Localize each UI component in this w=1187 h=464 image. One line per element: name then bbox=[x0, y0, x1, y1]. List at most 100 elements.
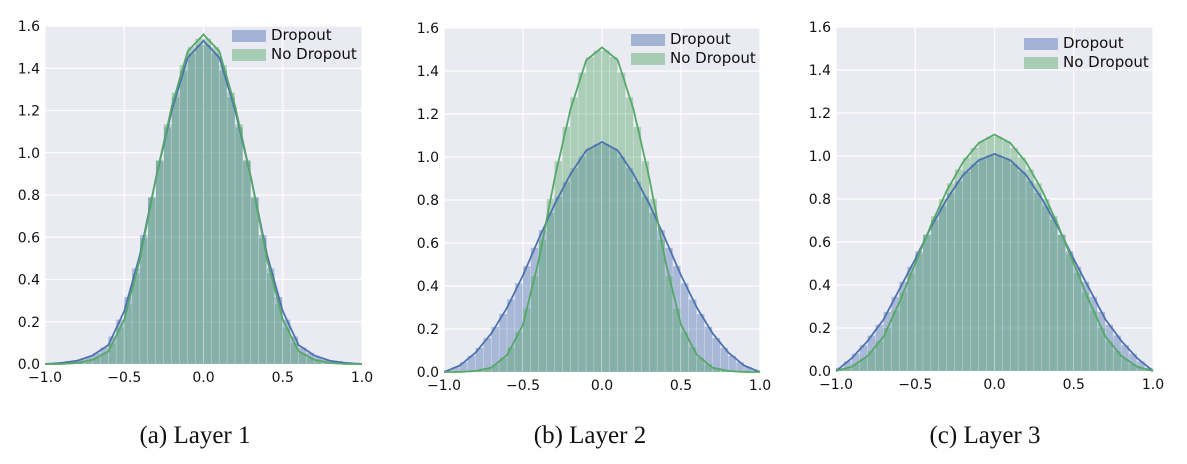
histogram-bar bbox=[562, 181, 570, 372]
legend-swatch-no-dropout bbox=[1024, 56, 1058, 69]
histogram-bar bbox=[451, 367, 460, 372]
y-tick-label: 1.0 bbox=[18, 146, 40, 162]
histogram-bar bbox=[491, 364, 499, 372]
histogram-bar bbox=[586, 57, 594, 373]
histogram-bar bbox=[475, 347, 484, 372]
histogram-bar bbox=[116, 319, 124, 364]
histogram-bar bbox=[562, 126, 570, 373]
histogram-bar bbox=[720, 370, 728, 372]
x-tick-label: −1.0 bbox=[819, 377, 853, 393]
histogram-bar bbox=[554, 196, 563, 372]
histogram-bar bbox=[875, 324, 884, 371]
histogram-dropout bbox=[836, 155, 1153, 371]
histogram-bar bbox=[282, 327, 291, 364]
histogram-bar bbox=[986, 155, 995, 371]
histogram-bar bbox=[274, 296, 283, 364]
histogram-bar bbox=[140, 238, 148, 364]
histogram-bar bbox=[657, 239, 665, 372]
chart-caption-a: (a) Layer 1 bbox=[139, 422, 251, 449]
y-tick-label: 0.4 bbox=[18, 273, 40, 289]
histogram-bar bbox=[594, 50, 602, 372]
chart-svg-a: 0.0 0.2 0.4 0.6 0.8 1.0 1.2 1.4 1.6 −1.0 −0.5 0.0 0.… bbox=[18, 19, 373, 386]
histogram-bar bbox=[1129, 353, 1137, 371]
histogram-bar bbox=[195, 45, 204, 364]
histogram-bar bbox=[602, 144, 610, 372]
kde-line-no-dropout bbox=[835, 133, 1154, 372]
y-tick-label: 1.2 bbox=[18, 104, 40, 120]
histogram-bar bbox=[298, 353, 307, 364]
y-tick-label: 1.0 bbox=[417, 150, 439, 166]
histogram-bar bbox=[617, 156, 626, 372]
histogram-bar bbox=[227, 97, 235, 364]
legend-swatch-no-dropout bbox=[631, 52, 665, 65]
y-tick-label: 1.6 bbox=[809, 20, 831, 36]
legend-item-no-dropout: No Dropout bbox=[1024, 53, 1149, 72]
histogram-bar bbox=[1121, 358, 1129, 371]
histogram-bar bbox=[1113, 351, 1121, 371]
histogram-bar bbox=[1081, 292, 1090, 371]
histogram-bar bbox=[84, 360, 93, 364]
kde-line-dropout bbox=[443, 140, 761, 373]
histogram-bar bbox=[290, 343, 299, 364]
legend-label-no-dropout: No Dropout bbox=[271, 45, 357, 63]
histogram-bar bbox=[298, 347, 307, 364]
histogram-bar bbox=[1057, 234, 1066, 371]
legend-label-no-dropout: No Dropout bbox=[1063, 53, 1149, 71]
histogram-bar bbox=[851, 353, 860, 371]
histogram-bar bbox=[633, 126, 642, 373]
histogram-bar bbox=[1097, 328, 1106, 371]
histogram-bar bbox=[108, 336, 116, 364]
histogram-bar bbox=[1065, 253, 1074, 371]
histogram-bar bbox=[1026, 181, 1034, 371]
histogram-bar bbox=[570, 97, 578, 373]
histogram-bar bbox=[179, 65, 188, 365]
histogram-dropout bbox=[45, 45, 362, 365]
histogram-bar bbox=[1065, 251, 1074, 371]
y-tick-label: 0.4 bbox=[809, 278, 831, 294]
y-tick-label: 1.6 bbox=[417, 21, 439, 37]
histogram-bar bbox=[507, 347, 515, 372]
histogram-bar bbox=[939, 199, 947, 371]
histogram-bar bbox=[625, 168, 634, 372]
y-tick-label: 1.4 bbox=[417, 64, 439, 80]
histogram-bar bbox=[867, 335, 876, 371]
legend-label-dropout: Dropout bbox=[271, 26, 332, 44]
y-tick-label: 1.6 bbox=[18, 19, 40, 35]
histogram-bar bbox=[978, 158, 987, 371]
histogram-bar bbox=[946, 183, 955, 371]
histogram-bar bbox=[467, 355, 476, 372]
histogram-bar bbox=[625, 97, 634, 373]
histogram-bar bbox=[203, 38, 212, 365]
x-tick-label: −1.0 bbox=[28, 370, 62, 386]
histogram-bar bbox=[546, 198, 555, 372]
histogram-bar bbox=[483, 338, 491, 372]
histogram-bar bbox=[251, 198, 259, 364]
y-tick-label: 1.2 bbox=[809, 106, 831, 122]
histogram-bar bbox=[1137, 367, 1145, 371]
histogram-bar bbox=[1129, 364, 1137, 371]
histogram-bar bbox=[681, 332, 689, 372]
histogram-bar bbox=[227, 92, 235, 364]
legend-item-dropout: Dropout bbox=[1024, 34, 1149, 53]
histogram-bar bbox=[100, 347, 108, 364]
histogram-bar bbox=[946, 193, 955, 371]
histogram-bar bbox=[875, 341, 884, 371]
chart-caption-c: (c) Layer 3 bbox=[929, 422, 1041, 449]
histogram-bar bbox=[203, 45, 212, 364]
y-tick-label: 0.8 bbox=[809, 192, 831, 208]
histogram-bar bbox=[907, 273, 915, 371]
histogram-bar bbox=[148, 197, 156, 364]
histogram-bar bbox=[1073, 273, 1082, 371]
histogram-bar bbox=[155, 160, 164, 364]
histogram-bar bbox=[673, 266, 681, 372]
histogram-bar bbox=[712, 338, 721, 372]
x-tick-label: 1.0 bbox=[1142, 377, 1164, 393]
histogram-bar bbox=[1113, 335, 1121, 371]
chart-panel-b: 0.0 0.2 0.4 0.6 0.8 1.0 1.2 1.4 1.6 −1.0 −0.5 0.0 0.… bbox=[395, 0, 785, 464]
y-tick-label: 1.4 bbox=[809, 63, 831, 79]
histogram-bar bbox=[554, 161, 563, 372]
histogram-no-dropout bbox=[459, 50, 744, 373]
histogram-bar bbox=[530, 276, 539, 372]
x-tick-label: 0.0 bbox=[983, 377, 1005, 393]
histogram-bar bbox=[609, 148, 618, 372]
